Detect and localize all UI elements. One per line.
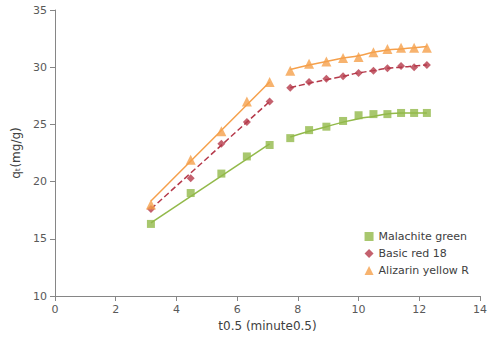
svg-text:Malachite green: Malachite green — [379, 230, 467, 243]
svg-text:Alizarin yellow R: Alizarin yellow R — [379, 264, 470, 277]
svg-text:20: 20 — [33, 175, 47, 188]
svg-text:t0.5 (minute0.5): t0.5 (minute0.5) — [218, 319, 316, 333]
svg-text:30: 30 — [33, 61, 47, 74]
svg-text:10: 10 — [33, 290, 47, 303]
svg-text:15: 15 — [33, 232, 47, 245]
svg-text:14: 14 — [473, 303, 487, 316]
svg-text:4: 4 — [173, 303, 180, 316]
svg-text:25: 25 — [33, 118, 47, 131]
svg-text:Basic red 18: Basic red 18 — [379, 247, 447, 260]
svg-text:qₜ(mg/g): qₜ(mg/g) — [9, 127, 23, 179]
svg-text:12: 12 — [412, 303, 426, 316]
svg-text:2: 2 — [112, 303, 119, 316]
svg-text:8: 8 — [294, 303, 301, 316]
svg-text:6: 6 — [234, 303, 241, 316]
svg-text:10: 10 — [352, 303, 366, 316]
svg-text:35: 35 — [33, 4, 47, 17]
svg-text:0: 0 — [52, 303, 59, 316]
